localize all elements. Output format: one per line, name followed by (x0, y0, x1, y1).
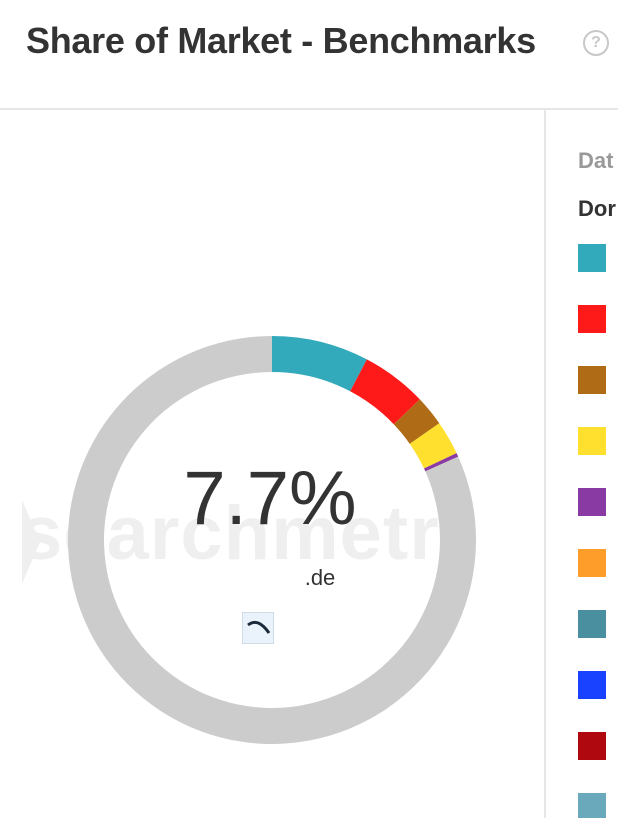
legend-swatch-4[interactable] (578, 488, 606, 516)
donut-slice-3[interactable] (409, 423, 457, 469)
favicon-swoosh-icon (247, 620, 271, 634)
donut-chart (0, 110, 544, 818)
legend: Dat Dor (578, 140, 618, 818)
legend-swatch-8[interactable] (578, 732, 606, 760)
legend-swatch-7[interactable] (578, 671, 606, 699)
divider (544, 110, 546, 818)
donut-slice-4[interactable] (424, 453, 459, 472)
legend-swatch-3[interactable] (578, 427, 606, 455)
legend-swatch-6[interactable] (578, 610, 606, 638)
center-value: 7.7% (183, 456, 357, 541)
legend-swatch-1[interactable] (578, 305, 606, 333)
watermark-chevron-icon (22, 500, 40, 584)
page-title: Share of Market - Benchmarks (26, 20, 536, 61)
legend-swatch-5[interactable] (578, 549, 606, 577)
legend-swatch-2[interactable] (578, 366, 606, 394)
legend-subheader: Dor (578, 196, 616, 221)
question-mark-icon[interactable]: ? (583, 30, 609, 56)
legend-header: Dat (578, 148, 614, 173)
domain-mask (205, 567, 305, 585)
header: Share of Market - Benchmarks ? (0, 0, 618, 110)
legend-swatch-9[interactable] (578, 793, 606, 818)
domain-favicon-icon (242, 612, 274, 644)
donut-chart-svg (68, 336, 477, 744)
donut-slice-1[interactable] (350, 359, 420, 425)
legend-swatch-0[interactable] (578, 244, 606, 272)
donut-slice-2[interactable] (393, 399, 440, 444)
center-domain-label: .de (304, 565, 336, 590)
center-domain: .de (180, 565, 360, 591)
donut-slice-0[interactable] (272, 336, 367, 392)
